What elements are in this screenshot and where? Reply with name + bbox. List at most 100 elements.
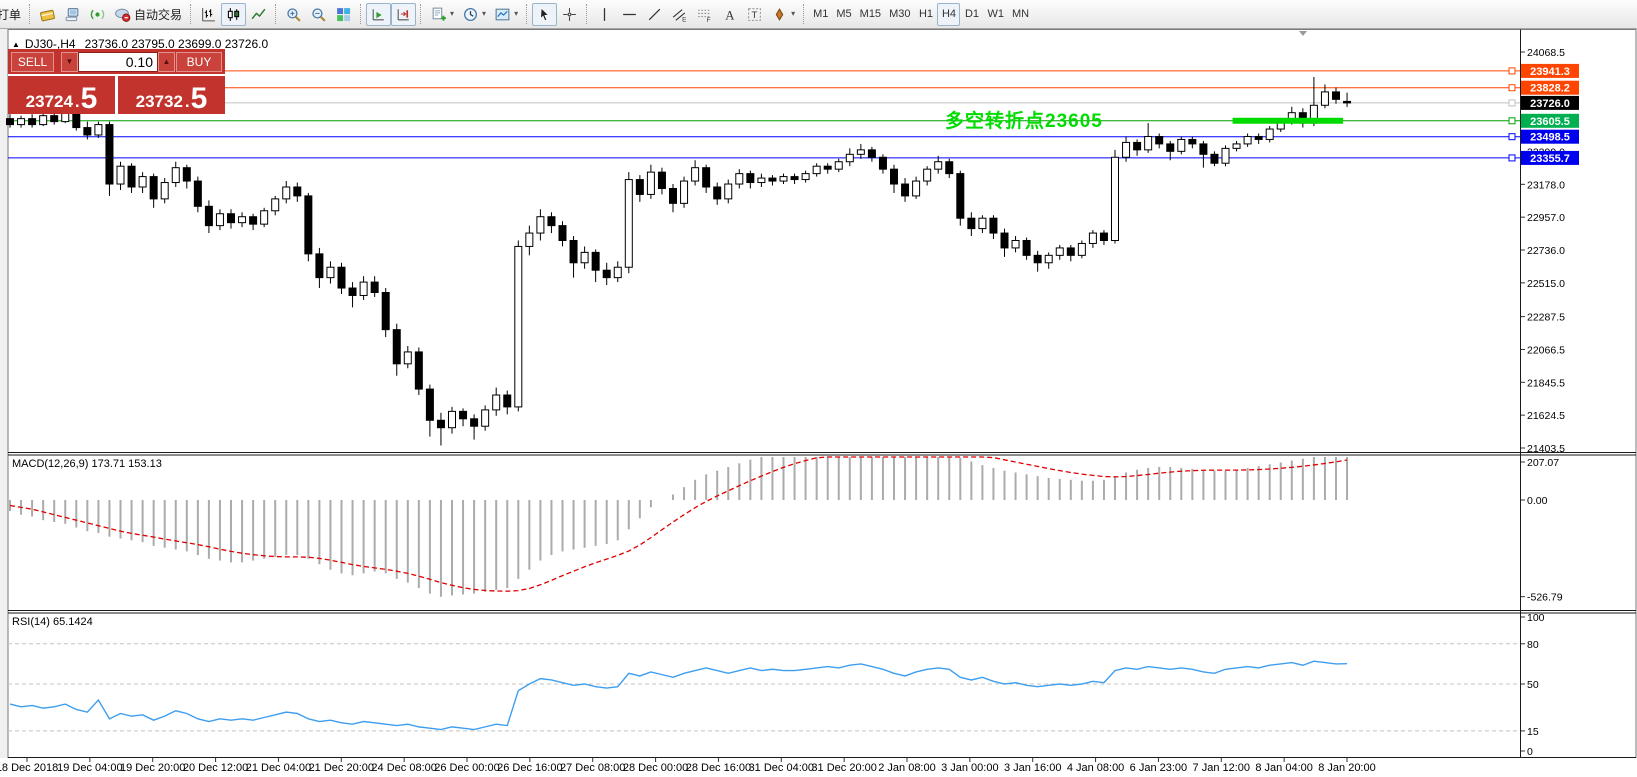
timeframe-mn-button[interactable]: MN — [1008, 3, 1033, 26]
text-button[interactable]: A — [717, 3, 742, 26]
zoom-in-button[interactable] — [281, 3, 306, 26]
signal-icon — [89, 6, 106, 23]
price-badge — [1521, 150, 1579, 165]
fibonacci-button[interactable]: F — [692, 3, 717, 26]
toolbar-separator — [420, 4, 422, 24]
svg-text:2 Jan 08:00: 2 Jan 08:00 — [878, 762, 936, 774]
sell-price-frac: 5 — [80, 82, 98, 116]
svg-text:19 Dec 20:00: 19 Dec 20:00 — [120, 762, 185, 774]
svg-text:19 Dec 04:00: 19 Dec 04:00 — [57, 762, 122, 774]
indicators-button[interactable]: ▾ — [426, 3, 458, 26]
trendline-icon — [646, 6, 663, 23]
svg-text:-526.79: -526.79 — [1527, 592, 1563, 604]
collapse-triangle-icon[interactable]: ▲ — [12, 40, 20, 49]
arrows-button[interactable]: ▾ — [767, 3, 799, 26]
new-order-button[interactable]: 打单 — [0, 3, 25, 26]
hline-end-marker[interactable] — [1508, 154, 1516, 162]
timeframe-m30-button[interactable]: M30 — [885, 3, 914, 26]
timeframe-m15-button[interactable]: M15 — [856, 3, 885, 26]
terminal-icon — [64, 6, 81, 23]
volume-increase-button[interactable]: ▲ — [158, 51, 175, 72]
hline-end-marker[interactable] — [1508, 117, 1516, 125]
price-badge — [1521, 63, 1579, 78]
svg-text:27 Dec 08:00: 27 Dec 08:00 — [560, 762, 625, 774]
hline-end-marker[interactable] — [1508, 99, 1516, 107]
tile-windows-button[interactable] — [331, 3, 356, 26]
sell-price-display[interactable]: 23724. 5 — [8, 76, 115, 114]
market-watch-button[interactable] — [35, 3, 60, 26]
dropdown-arrow-icon[interactable]: ▾ — [450, 9, 455, 18]
terminal-button[interactable] — [60, 3, 85, 26]
svg-text:21624.5: 21624.5 — [1527, 410, 1565, 422]
dropdown-arrow-icon[interactable]: ▾ — [791, 9, 796, 18]
svg-text:21403.5: 21403.5 — [1527, 443, 1565, 455]
button-label: MN — [1011, 8, 1030, 20]
svg-text:22957.0: 22957.0 — [1527, 212, 1565, 224]
periods-button[interactable]: ▾ — [458, 3, 490, 26]
auto-scroll-button[interactable] — [366, 2, 392, 26]
timeframe-m5-button[interactable]: M5 — [832, 3, 855, 26]
button-label: M5 — [836, 8, 852, 20]
bar-chart-button[interactable] — [196, 3, 221, 26]
trendline-button[interactable] — [642, 3, 667, 26]
volume-decrease-button[interactable]: ▼ — [61, 51, 78, 72]
svg-text:24 Dec 08:00: 24 Dec 08:00 — [371, 762, 436, 774]
svg-text:15: 15 — [1527, 726, 1539, 738]
button-label: 打单 — [0, 7, 22, 22]
text-label-button[interactable]: T — [742, 3, 767, 26]
fibonacci-icon: F — [696, 6, 713, 23]
timeframe-m1-button[interactable]: M1 — [809, 3, 832, 26]
svg-text:23726.0: 23726.0 — [1530, 98, 1570, 110]
buy-button[interactable]: BUY — [176, 51, 222, 72]
svg-text:28 Dec 16:00: 28 Dec 16:00 — [686, 762, 751, 774]
svg-text:20 Dec 12:00: 20 Dec 12:00 — [183, 762, 248, 774]
hline-end-marker[interactable] — [1508, 84, 1516, 92]
timeframe-w1-button[interactable]: W1 — [983, 3, 1008, 26]
dropdown-arrow-icon[interactable]: ▾ — [482, 9, 487, 18]
svg-text:100: 100 — [1527, 612, 1545, 624]
price-badge — [1521, 80, 1579, 95]
toolbar-separator — [190, 4, 192, 24]
pivot-annotation-text[interactable]: 多空转折点23605 — [945, 111, 1103, 132]
buy-price-display[interactable]: 23732. 5 — [118, 76, 225, 114]
chart-shift-icon — [395, 6, 412, 23]
svg-text:8 Jan 20:00: 8 Jan 20:00 — [1318, 762, 1376, 774]
crosshair-button[interactable] — [557, 3, 582, 26]
candlestick-chart-button[interactable] — [221, 2, 247, 26]
templates-button[interactable]: ▾ — [490, 3, 522, 26]
volume-input[interactable] — [78, 51, 158, 72]
line-chart-button[interactable] — [246, 3, 271, 26]
cursor-icon — [536, 6, 553, 23]
dropdown-arrow-icon[interactable]: ▾ — [514, 9, 519, 18]
buy-price-frac: 5 — [190, 82, 208, 116]
periods-icon — [462, 6, 479, 23]
timeframe-h1-button[interactable]: H1 — [914, 3, 937, 26]
svg-text:21 Dec 20:00: 21 Dec 20:00 — [309, 762, 374, 774]
horizontal-line-button[interactable] — [617, 3, 642, 26]
channel-button[interactable]: E — [667, 3, 692, 26]
rsi-indicator-label: RSI(14) 65.1424 — [12, 616, 93, 628]
timeframe-h4-button[interactable]: H4 — [937, 2, 961, 26]
timeframe-d1-button[interactable]: D1 — [960, 3, 983, 26]
autotrading-button[interactable]: 自动交易 — [110, 3, 186, 26]
sell-price-int: 23724 — [25, 92, 73, 111]
chart-shift-marker[interactable] — [1299, 31, 1307, 36]
svg-text:7 Jan 12:00: 7 Jan 12:00 — [1193, 762, 1251, 774]
toolbar: 打单 自动交易 ▾ ▾ ▾ E F A T ▾ M1 M5 M15 M30 H1 H4 D1 W1 MN — [0, 0, 1637, 29]
hline-end-marker[interactable] — [1508, 67, 1516, 75]
chart-symbol-header: ▲ DJ30-,H4 23736.0 23795.0 23699.0 23726.0 — [12, 37, 268, 51]
svg-text:3 Jan 00:00: 3 Jan 00:00 — [941, 762, 999, 774]
hline-end-marker[interactable] — [1508, 133, 1516, 141]
cursor-button[interactable] — [532, 2, 558, 26]
arrows-icon — [771, 6, 788, 23]
chart-shift-button[interactable] — [391, 2, 417, 26]
vertical-line-button[interactable] — [592, 3, 617, 26]
sell-button[interactable]: SELL — [11, 51, 54, 72]
signal-button[interactable] — [85, 3, 110, 26]
svg-text:23178.0: 23178.0 — [1527, 179, 1565, 191]
price-axis[interactable]: 24068.523399.023178.022957.022736.022515… — [1521, 47, 1565, 455]
svg-text:23605.5: 23605.5 — [1530, 116, 1570, 128]
zoom-out-button[interactable] — [306, 3, 331, 26]
